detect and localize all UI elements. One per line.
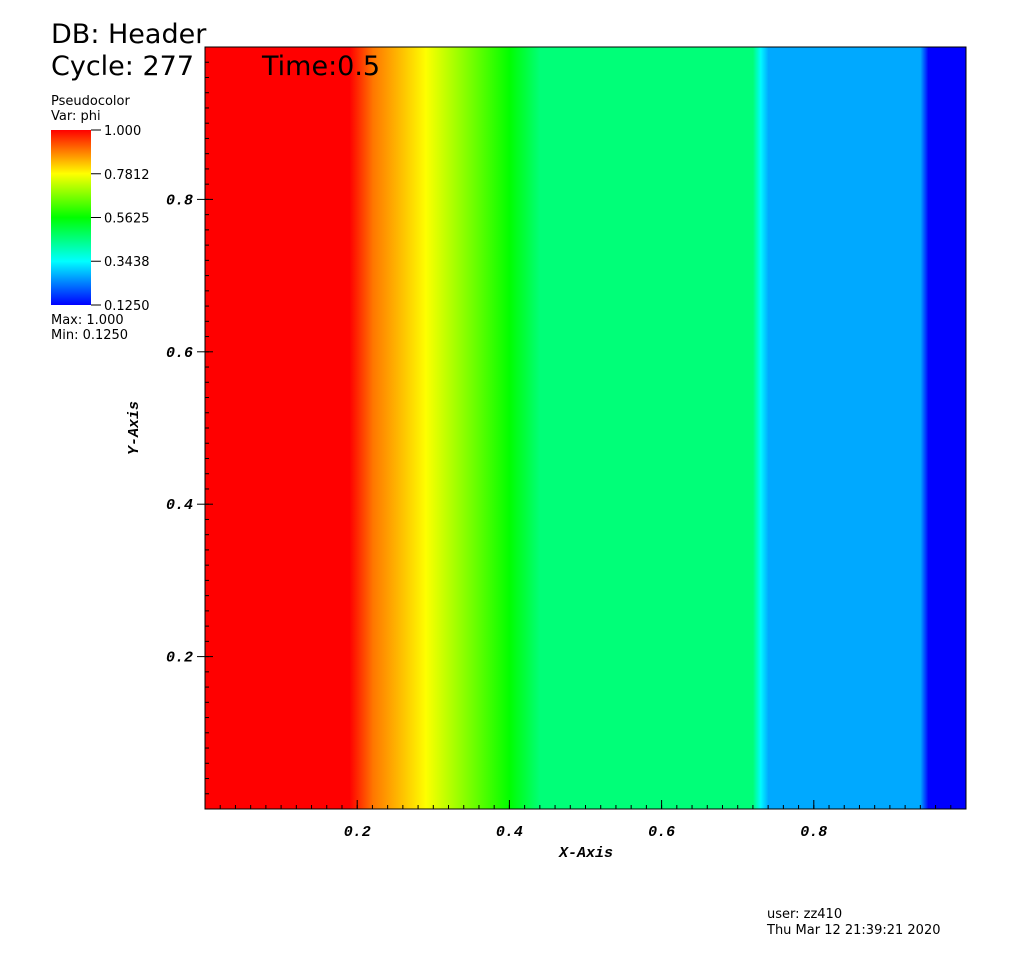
time-label: Time:0.5 — [261, 51, 380, 82]
x-axis-title: X-Axis — [558, 845, 613, 862]
colorbar-tick-label: 0.3438 — [104, 255, 150, 270]
field-strip — [920, 47, 929, 809]
field-strip — [752, 47, 762, 809]
date-label: Thu Mar 12 21:39:21 2020 — [766, 923, 941, 938]
field-strip — [927, 47, 967, 809]
plot-name: Pseudocolor — [51, 94, 130, 109]
max-label: Max: 1.000 — [51, 313, 124, 328]
x-tick-label: 0.2 — [344, 824, 371, 841]
user-label: user: zz410 — [767, 907, 842, 922]
field-strip — [768, 47, 921, 809]
x-tick-label: 0.6 — [648, 824, 675, 841]
min-label: Min: 0.1250 — [51, 328, 128, 343]
database-title: DB: Header — [51, 19, 207, 50]
colorbar-tick-label: 0.5625 — [104, 212, 150, 227]
cycle-label: Cycle: 277 — [51, 51, 194, 82]
field-strip — [760, 47, 769, 809]
field-strip — [539, 47, 754, 809]
y-tick-label: 0.6 — [166, 345, 193, 362]
field-strip — [425, 47, 510, 809]
y-tick-label: 0.8 — [166, 192, 193, 209]
colorbar-tick-label: 0.1250 — [104, 299, 150, 314]
field-strip — [349, 47, 373, 809]
field-strip — [509, 47, 541, 809]
y-axis-title: Y-Axis — [126, 401, 143, 455]
y-tick-label: 0.4 — [166, 497, 193, 514]
x-tick-label: 0.8 — [800, 824, 827, 841]
field-strip — [205, 47, 351, 809]
field-strip — [372, 47, 427, 809]
y-tick-label: 0.2 — [166, 650, 193, 667]
colorbar-tick-label: 1.000 — [104, 124, 141, 139]
variable-name: Var: phi — [51, 109, 101, 124]
x-tick-label: 0.4 — [496, 824, 523, 841]
colorbar — [51, 130, 91, 305]
colorbar-tick-label: 0.7812 — [104, 168, 150, 183]
